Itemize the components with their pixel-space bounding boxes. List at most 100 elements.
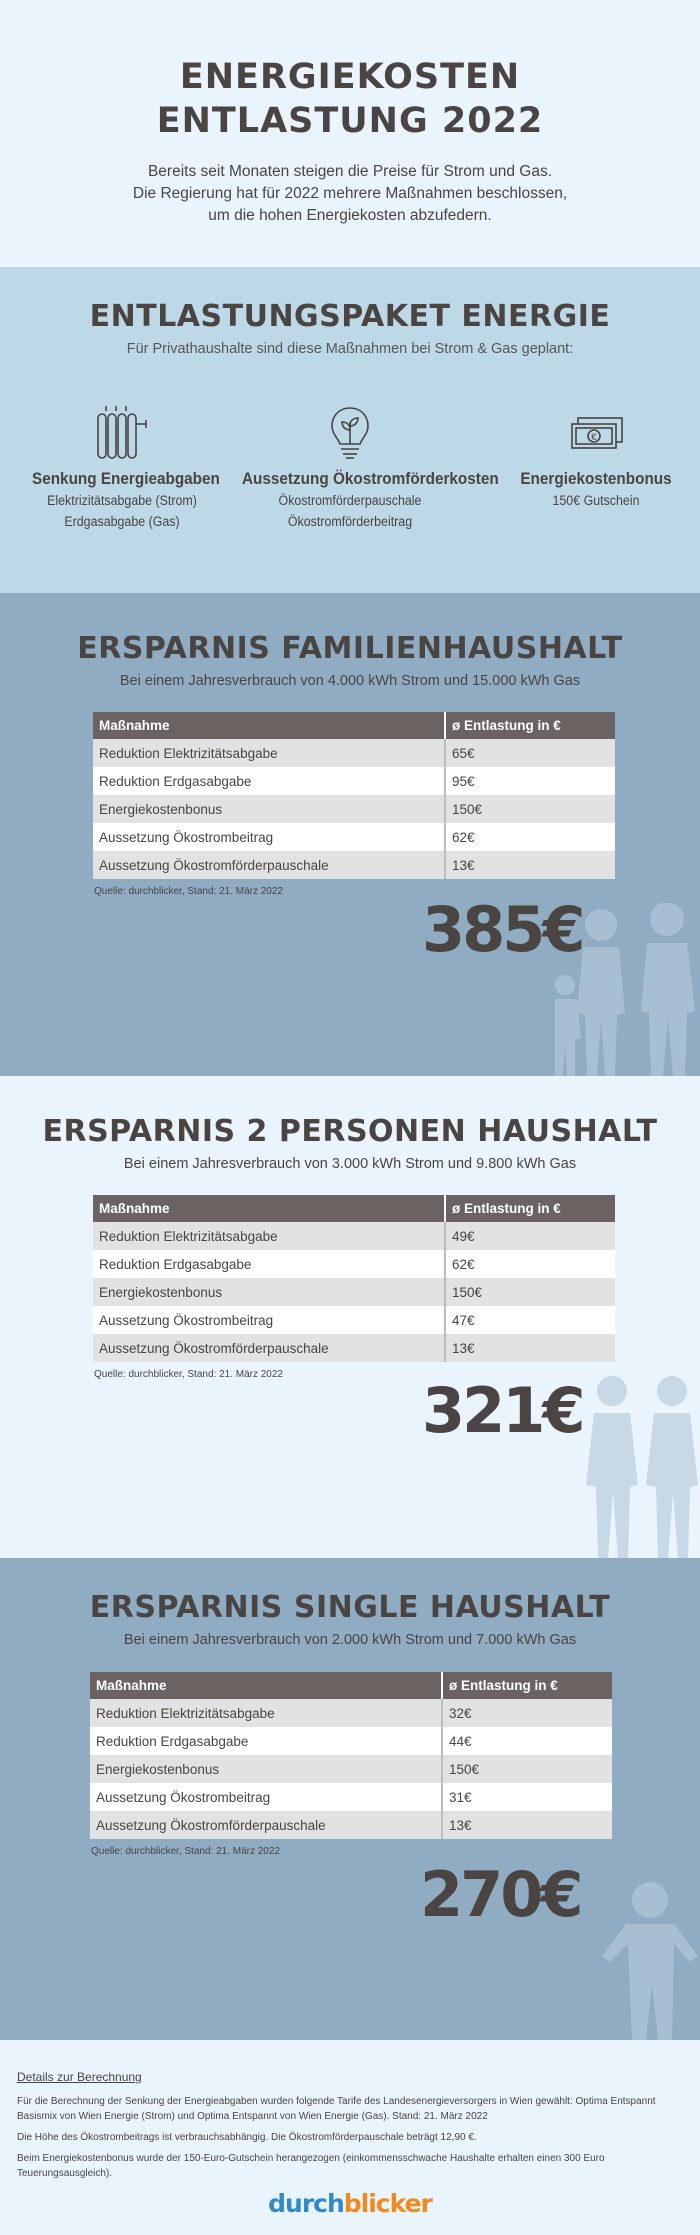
two-person-title: ERSPARNIS 2 PERSONEN HAUSHALT [42, 1114, 658, 1149]
measure-title: Energiekostenbonus [520, 469, 672, 488]
logo-part-blicker: blicker [343, 2189, 433, 2218]
table-header-relief: ø Entlastung in € [445, 712, 615, 739]
measure-title: Senkung Energieabgaben [32, 469, 220, 488]
svg-text:€: € [591, 433, 597, 443]
single-total: 270€ [420, 1858, 584, 1931]
table-cell-measure: Aussetzung Ökostrombeitrag [93, 823, 446, 851]
measure-detail: Ökostromförderpauschale [278, 493, 422, 508]
table-cell-value: 44€ [442, 1727, 612, 1755]
intro-line: um die hohen Energiekosten abzufedern. [208, 207, 492, 224]
table-row: Energiekostenbonus 150€ [93, 1278, 615, 1306]
table-cell-value: 150€ [445, 795, 615, 823]
family-subtitle: Bei einem Jahresverbrauch von 4.000 kWh … [119, 673, 581, 689]
table-row: Reduktion Elektrizitätsabgabe 65€ [93, 739, 615, 767]
page-title: ENERGIEKOSTEN ENTLASTUNG 2022 [0, 55, 700, 143]
euro-banknotes-icon: € [571, 417, 623, 449]
table-header-measure: Maßnahme [93, 1195, 446, 1222]
calculation-details-link[interactable]: Details zur Berechnung [17, 2070, 142, 2084]
measure-title: Aussetzung Ökostromförderkosten [242, 469, 499, 488]
lightbulb-leaf-icon [331, 407, 369, 459]
measure-detail: Erdgasabgabe (Gas) [64, 514, 180, 529]
table-cell-value: 32€ [442, 1699, 612, 1727]
two-person-subtitle: Bei einem Jahresverbrauch von 3.000 kWh … [123, 1156, 577, 1172]
source-note: Quelle: durchblicker, Stand: 21. März 20… [91, 1846, 280, 1857]
family-total: 385€ [422, 893, 586, 966]
single-savings-table: Maßnahme ø Entlastung in € Reduktion Ele… [90, 1672, 612, 1839]
table-cell-value: 13€ [445, 851, 615, 879]
table-cell-value: 65€ [445, 739, 615, 767]
intro-line: Die Regierung hat für 2022 mehrere Maßna… [132, 185, 568, 202]
radiator-icon [97, 406, 147, 459]
table-header-relief: ø Entlastung in € [445, 1195, 615, 1222]
measures-row: Senkung Energieabgaben Elektrizitätsabga… [0, 404, 700, 544]
intro-line: Bereits seit Monaten steigen die Preise … [147, 163, 553, 180]
table-cell-value: 47€ [445, 1306, 615, 1334]
table-row: Reduktion Erdgasabgabe 44€ [90, 1727, 612, 1755]
table-cell-measure: Reduktion Erdgasabgabe [93, 767, 446, 795]
table-row: Reduktion Elektrizitätsabgabe 32€ [90, 1699, 612, 1727]
table-header-measure: Maßnahme [90, 1672, 443, 1699]
logo-part-durch: durch [268, 2189, 345, 2218]
single-household-section: ERSPARNIS SINGLE HAUSHALT Bei einem Jahr… [0, 1558, 700, 2040]
table-row: Energiekostenbonus 150€ [93, 795, 615, 823]
table-cell-value: 49€ [445, 1222, 615, 1250]
measure-energy-tax: Senkung Energieabgaben Elektrizitätsabga… [22, 404, 222, 532]
page-title-line1: ENERGIEKOSTEN [179, 57, 521, 97]
page-title-line2: ENTLASTUNG 2022 [156, 101, 544, 141]
table-cell-measure: Reduktion Erdgasabgabe [90, 1727, 443, 1755]
table-header-measure: Maßnahme [93, 712, 446, 739]
relief-package-subtitle: Für Privathaushalte sind diese Maßnahmen… [126, 341, 574, 357]
table-cell-measure: Aussetzung Ökostromförderpauschale [93, 1334, 446, 1362]
table-cell-measure: Reduktion Elektrizitätsabgabe [90, 1699, 443, 1727]
relief-package-title: ENTLASTUNGSPAKET ENERGIE [89, 299, 611, 334]
table-row: Reduktion Erdgasabgabe 95€ [93, 767, 615, 795]
family-savings-table: Maßnahme ø Entlastung in € Reduktion Ele… [93, 712, 615, 879]
footer-paragraph: Für die Berechnung der Senkung der Energ… [17, 2096, 656, 2122]
table-cell-measure: Reduktion Elektrizitätsabgabe [93, 739, 446, 767]
two-person-total: 321€ [422, 1374, 586, 1447]
table-cell-measure: Aussetzung Ökostromförderpauschale [93, 851, 446, 879]
table-cell-measure: Aussetzung Ökostrombeitrag [93, 1306, 446, 1334]
source-note: Quelle: durchblicker, Stand: 21. März 20… [94, 886, 283, 897]
measure-energy-bonus: € Energiekostenbonus 150€ Gutschein [506, 404, 686, 511]
table-cell-value: 13€ [445, 1334, 615, 1362]
single-subtitle: Bei einem Jahresverbrauch von 2.000 kWh … [123, 1632, 577, 1648]
table-row: Aussetzung Ökostromförderpauschale 13€ [90, 1811, 612, 1839]
measure-green-power: Aussetzung Ökostromförderkosten Ökostrom… [230, 404, 499, 532]
source-note: Quelle: durchblicker, Stand: 21. März 20… [94, 1369, 283, 1380]
table-row: Aussetzung Ökostromförderpauschale 13€ [93, 1334, 615, 1362]
table-row: Reduktion Erdgasabgabe 62€ [93, 1250, 615, 1278]
table-cell-value: 150€ [442, 1755, 612, 1783]
footer-paragraph: Beim Energiekostenbonus wurde der 150-Eu… [17, 2153, 605, 2179]
footer-paragraph: Die Höhe des Ökostrombeitrags ist verbra… [17, 2132, 477, 2143]
intro-text: Bereits seit Monaten steigen die Preise … [0, 161, 700, 227]
table-cell-measure: Aussetzung Ökostromförderpauschale [90, 1811, 443, 1839]
table-cell-measure: Energiekostenbonus [90, 1755, 443, 1783]
table-cell-measure: Energiekostenbonus [93, 1278, 446, 1306]
durchblicker-logo[interactable]: durchblicker [0, 2189, 700, 2218]
table-header-row: Maßnahme ø Entlastung in € [93, 1195, 615, 1222]
table-header-relief: ø Entlastung in € [442, 1672, 612, 1699]
table-cell-value: 95€ [445, 767, 615, 795]
table-cell-value: 62€ [445, 1250, 615, 1278]
two-person-savings-table: Maßnahme ø Entlastung in € Reduktion Ele… [93, 1195, 615, 1362]
table-header-row: Maßnahme ø Entlastung in € [93, 712, 615, 739]
table-row: Aussetzung Ökostrombeitrag 47€ [93, 1306, 615, 1334]
table-cell-value: 62€ [445, 823, 615, 851]
table-cell-value: 31€ [442, 1783, 612, 1811]
single-title: ERSPARNIS SINGLE HAUSHALT [89, 1590, 611, 1625]
table-cell-measure: Reduktion Elektrizitätsabgabe [93, 1222, 446, 1250]
table-cell-value: 13€ [442, 1811, 612, 1839]
hero-section: ENERGIEKOSTEN ENTLASTUNG 2022 Bereits se… [0, 0, 700, 267]
single-person-silhouette-icon [602, 1882, 698, 2040]
family-silhouette-icon [555, 903, 695, 1076]
table-cell-value: 150€ [445, 1278, 615, 1306]
relief-package-section: ENTLASTUNGSPAKET ENERGIE Für Privathaush… [0, 267, 700, 593]
table-row: Energiekostenbonus 150€ [90, 1755, 612, 1783]
measure-detail: 150€ Gutschein [552, 493, 640, 508]
table-row: Aussetzung Ökostromförderpauschale 13€ [93, 851, 615, 879]
couple-silhouette-icon [586, 1376, 698, 1558]
table-cell-measure: Energiekostenbonus [93, 795, 446, 823]
footer-section: Details zur Berechnung Für die Berechnun… [0, 2040, 700, 2235]
table-cell-measure: Reduktion Erdgasabgabe [93, 1250, 446, 1278]
